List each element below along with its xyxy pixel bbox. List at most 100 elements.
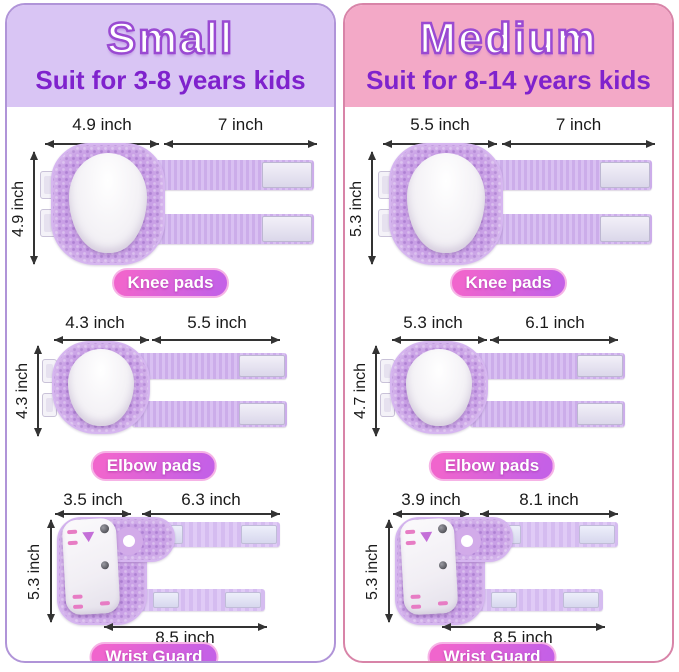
v-arrow-icon — [34, 345, 42, 437]
h-arrow-icon — [502, 140, 655, 148]
knee-pads-badge: Knee pads — [449, 268, 568, 298]
velcro-patch — [239, 355, 285, 377]
elbow-width-label: 5.3 inch — [403, 313, 463, 332]
h-arrow-icon — [55, 510, 131, 518]
h-arrow-icon — [392, 336, 487, 344]
h-arrow-icon — [480, 510, 618, 518]
v-arrow-icon — [30, 151, 38, 265]
strap-slot — [72, 604, 84, 609]
strap-slot — [72, 594, 83, 600]
velcro-patch — [577, 355, 623, 377]
elbow-strap-top — [470, 353, 625, 379]
velcro-patch — [239, 403, 285, 425]
h-arrow-icon — [490, 336, 618, 344]
velcro-patch — [262, 216, 312, 242]
wrist-guard-badge: Wrist Guard — [89, 642, 219, 661]
card-header: Small Suit for 3-8 years kids — [7, 5, 334, 107]
velcro-patch — [491, 592, 517, 608]
card-header: Medium Suit for 8-14 years kids — [345, 5, 672, 107]
thumb-hole — [115, 527, 143, 555]
size-title: Small — [106, 14, 235, 64]
elbow-height-label: 4.7 inch — [352, 362, 369, 420]
knee-height-label: 4.9 inch — [10, 180, 27, 238]
knee-width-label: 4.9 inch — [72, 115, 132, 134]
h-arrow-icon — [104, 623, 267, 631]
elbow-pad-cap — [406, 349, 472, 426]
triangle-logo-icon — [420, 531, 433, 543]
strap-slot — [437, 601, 449, 606]
wrist-strap-label: 6.3 inch — [181, 490, 241, 509]
h-arrow-icon — [164, 140, 317, 148]
strap-slot — [67, 540, 78, 546]
velcro-patch — [241, 525, 277, 544]
knee-pads-section: 5.5 inch 7 inch 5.3 inch Knee pads — [345, 108, 672, 301]
velcro-patch — [577, 403, 623, 425]
v-arrow-icon — [47, 519, 55, 623]
knee-strap-bottom — [147, 214, 314, 244]
knee-pads-badge: Knee pads — [111, 268, 230, 298]
wrist-guard-section: 3.5 inch 6.3 inch 5.3 inch — [7, 487, 334, 661]
h-arrow-icon — [54, 336, 149, 344]
velcro-patch — [262, 162, 312, 188]
size-title: Medium — [418, 14, 598, 64]
strap-slot — [405, 529, 416, 535]
v-arrow-icon — [372, 345, 380, 437]
elbow-width-label: 4.3 inch — [65, 313, 125, 332]
wrist-height-label: 5.3 inch — [26, 543, 43, 601]
strap-slot — [99, 601, 111, 606]
size-subtitle: Suit for 3-8 years kids — [35, 64, 306, 95]
v-arrow-icon — [368, 151, 376, 265]
knee-strap-label: 7 inch — [555, 115, 602, 134]
velcro-patch — [600, 216, 650, 242]
knee-strap-label: 7 inch — [217, 115, 264, 134]
elbow-pads-section: 4.3 inch 5.5 inch 4.3 inch Elbow pads — [7, 301, 334, 487]
snap-rivet — [437, 524, 448, 534]
wrist-strap-label: 8.1 inch — [519, 490, 579, 509]
elbow-pad-cap — [68, 349, 134, 426]
triangle-logo-icon — [82, 531, 95, 543]
size-card-small: Small Suit for 3-8 years kids 4.9 inch 7… — [5, 3, 336, 663]
elbow-pads-badge: Elbow pads — [90, 451, 218, 481]
velcro-patch — [563, 592, 599, 608]
knee-pad-cap — [407, 153, 485, 253]
h-arrow-icon — [393, 510, 469, 518]
strap-slot — [405, 540, 416, 546]
h-arrow-icon — [152, 336, 280, 344]
velcro-patch — [579, 525, 615, 544]
size-subtitle: Suit for 8-14 years kids — [366, 64, 651, 95]
elbow-strap-bottom — [132, 401, 287, 427]
snap-rivet — [100, 561, 110, 570]
strap-slot — [410, 604, 422, 609]
v-arrow-icon — [385, 519, 393, 623]
velcro-patch — [225, 592, 261, 608]
elbow-strap-top — [132, 353, 287, 379]
knee-strap-top — [147, 160, 314, 190]
velcro-patch — [153, 592, 179, 608]
strap-slot — [67, 529, 78, 535]
elbow-strap-bottom — [470, 401, 625, 427]
size-card-medium: Medium Suit for 8-14 years kids 5.5 inch… — [343, 3, 674, 663]
velcro-patch — [600, 162, 650, 188]
knee-pad-cap — [69, 153, 147, 253]
snap-rivet — [438, 561, 448, 570]
knee-pads-section: 4.9 inch 7 inch 4.9 inch Knee pads — [7, 108, 334, 301]
wrist-guard-section: 3.9 inch 8.1 inch 5.3 inch — [345, 487, 672, 661]
knee-strap-bottom — [485, 214, 652, 244]
wrist-splint — [399, 517, 459, 616]
knee-height-label: 5.3 inch — [348, 180, 365, 238]
wrist-height-label: 5.3 inch — [364, 543, 381, 601]
thumb-hole — [453, 527, 481, 555]
elbow-pads-section: 5.3 inch 6.1 inch 4.7 inch Elbow pads — [345, 301, 672, 487]
elbow-pads-badge: Elbow pads — [428, 451, 556, 481]
elbow-strap-label: 6.1 inch — [525, 313, 585, 332]
h-arrow-icon — [442, 623, 605, 631]
snap-rivet — [99, 524, 110, 534]
wrist-width-label: 3.9 inch — [401, 490, 461, 509]
h-arrow-icon — [142, 510, 280, 518]
wrist-splint — [61, 517, 121, 616]
knee-strap-top — [485, 160, 652, 190]
wrist-width-label: 3.5 inch — [63, 490, 123, 509]
knee-width-label: 5.5 inch — [410, 115, 470, 134]
strap-slot — [410, 594, 421, 600]
